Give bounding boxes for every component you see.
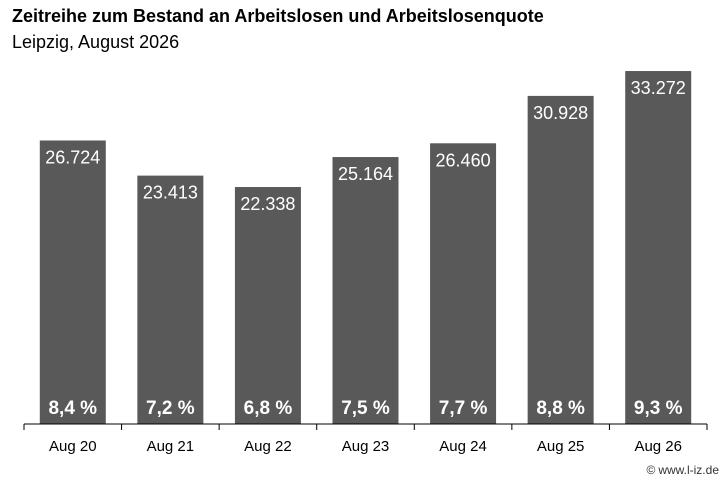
bar-rate-label: 6,8 % — [244, 398, 293, 419]
bar-value-label: 22.338 — [240, 194, 295, 214]
bar-rate-label: 7,7 % — [439, 398, 488, 419]
bar-value-label: 26.724 — [45, 147, 100, 167]
bar — [430, 143, 497, 424]
bar — [39, 140, 106, 424]
x-tick-label: Aug 26 — [634, 438, 682, 455]
x-tick-label: Aug 20 — [49, 438, 97, 455]
bar-rate-label: 8,8 % — [536, 398, 585, 419]
x-tick-label: Aug 21 — [147, 438, 195, 455]
x-tick-label: Aug 25 — [537, 438, 585, 455]
chart-title: Zeitreihe zum Bestand an Arbeitslosen un… — [12, 6, 544, 26]
bar-rate-label: 7,5 % — [341, 398, 390, 419]
bar-rate-label: 8,4 % — [48, 398, 97, 419]
bar-value-label: 26.460 — [436, 150, 491, 170]
x-tick-label: Aug 24 — [439, 438, 487, 455]
bar-value-label: 25.164 — [338, 164, 393, 184]
bar-rate-label: 7,2 % — [146, 398, 195, 419]
bar-value-label: 30.928 — [533, 103, 588, 123]
bar — [527, 95, 594, 425]
bar-value-label: 23.413 — [143, 183, 198, 203]
credit-text: www.l-iz.de — [658, 463, 719, 477]
bars-group: 26.724 8,4 % 23.413 7,2 % 22.338 6,8 % 25.164 7… — [39, 71, 692, 425]
x-tick-label: Aug 22 — [244, 438, 292, 455]
copyright-icon: © — [646, 463, 656, 477]
bar — [234, 187, 301, 424]
chart-subtitle: Leipzig, August 2026 — [12, 32, 180, 52]
bar — [137, 175, 204, 424]
bar — [625, 71, 692, 425]
bar-value-label: 33.272 — [631, 78, 686, 98]
credit: © www.l-iz.de — [646, 463, 719, 477]
bar — [332, 157, 399, 424]
bar-rate-label: 9,3 % — [634, 398, 683, 419]
x-axis: Aug 20 Aug 21 Aug 22 Aug 23 Aug 24 Aug 25 Aug … — [23, 423, 708, 455]
x-tick-label: Aug 23 — [342, 438, 390, 455]
